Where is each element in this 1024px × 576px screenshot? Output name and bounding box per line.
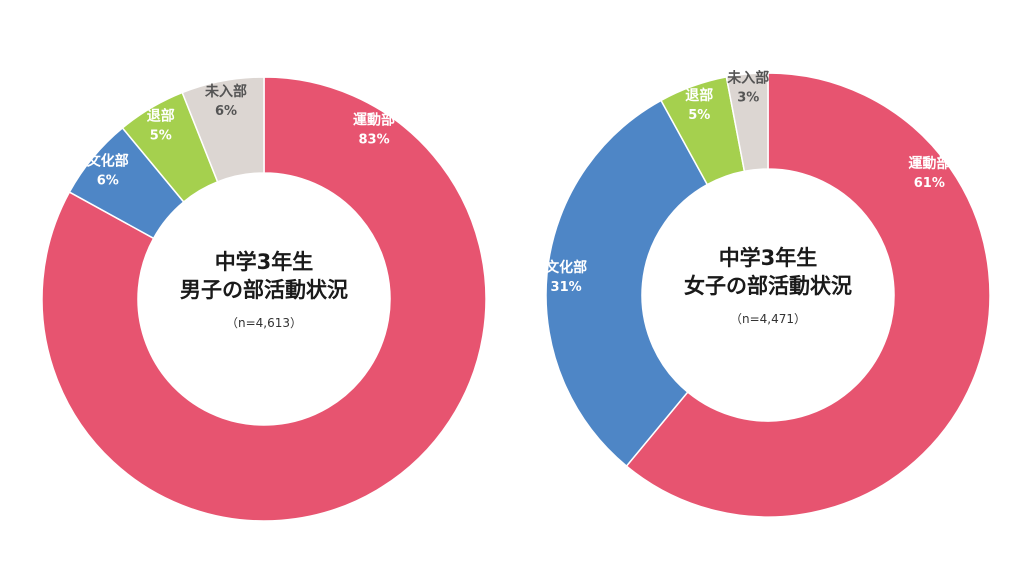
slice-category-label: 運動部 [353, 112, 395, 129]
donut-slice [725, 72, 769, 173]
donut-slices [41, 76, 487, 522]
slice-value-label: 3% [737, 90, 759, 105]
donut-slice [181, 76, 265, 183]
slice-category-label: 未入部 [205, 83, 247, 100]
slice-category-label: 退部 [685, 87, 713, 104]
slice-labels: 運動部 61% 文化部 31% 退部 5% 未入部 3% [545, 69, 950, 295]
slice-category-label: 退部 [147, 107, 175, 124]
donut-slice [41, 76, 487, 522]
donut-slices [545, 72, 991, 518]
donut-slice [625, 72, 991, 518]
slice-category-label: 文化部 [87, 153, 129, 170]
slice-value-label: 6% [215, 104, 237, 119]
slice-value-label: 31% [551, 280, 582, 295]
donut-slice [545, 99, 709, 468]
sample-size-note: （n=4,471） [730, 312, 806, 326]
slice-value-label: 5% [150, 128, 172, 143]
chart-title-line-2: 男子の部活動状況 [180, 278, 348, 302]
slice-labels: 運動部 83% 文化部 6% 退部 5% 未入部 6% [87, 83, 395, 189]
slice-category-label: 未入部 [727, 69, 769, 86]
chart-title-line-1: 中学3年生 [215, 250, 314, 274]
slice-category-label: 文化部 [545, 259, 587, 276]
slice-value-label: 6% [97, 174, 119, 189]
slice-value-label: 83% [358, 133, 389, 148]
sample-size-note: （n=4,613） [226, 316, 302, 330]
donut-chart-girls: 運動部 61% 文化部 31% 退部 5% 未入部 3% 中学3年生 女子の部活動状況 （n=… [545, 69, 991, 518]
slice-value-label: 61% [914, 176, 945, 191]
donut-chart-boys: 運動部 83% 文化部 6% 退部 5% 未入部 6% 中学3年生 男子の部活動状況 （n=4… [41, 76, 487, 522]
slice-value-label: 5% [688, 108, 710, 123]
chart-title-line-2: 女子の部活動状況 [684, 274, 852, 298]
slice-category-label: 運動部 [908, 155, 950, 172]
chart-title-line-1: 中学3年生 [719, 246, 818, 270]
